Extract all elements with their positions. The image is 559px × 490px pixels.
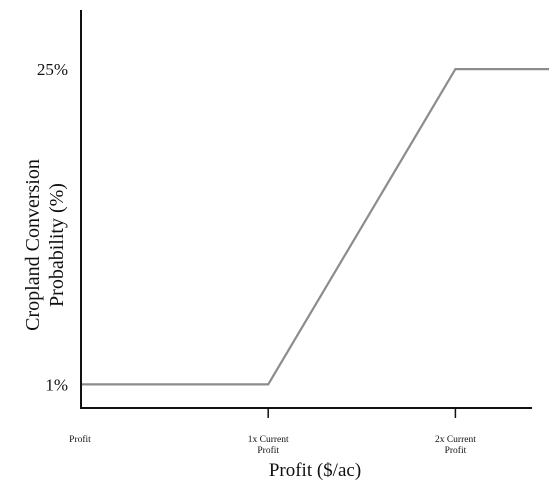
series-line-1	[81, 67, 549, 386]
plot-area	[81, 67, 549, 386]
y-tick-label: 1%	[45, 375, 68, 394]
x-axis-label: Profit ($/ac)	[269, 460, 361, 481]
axes	[80, 10, 532, 409]
x-tick-label: Profit	[69, 434, 91, 445]
x-tick-label: 1x Current Profit	[248, 435, 289, 456]
y-tick-label: 25%	[37, 60, 68, 79]
axis-labels: Profit ($/ac) Cropland Conversion Probabi…	[22, 159, 361, 481]
x-tick-label: 2x Current Profit	[435, 435, 476, 456]
ticks: Profit 1x Current Profit 2x Current Profit 1%…	[37, 60, 476, 456]
y-axis-label: Cropland Conversion Probability (%)	[22, 159, 68, 331]
